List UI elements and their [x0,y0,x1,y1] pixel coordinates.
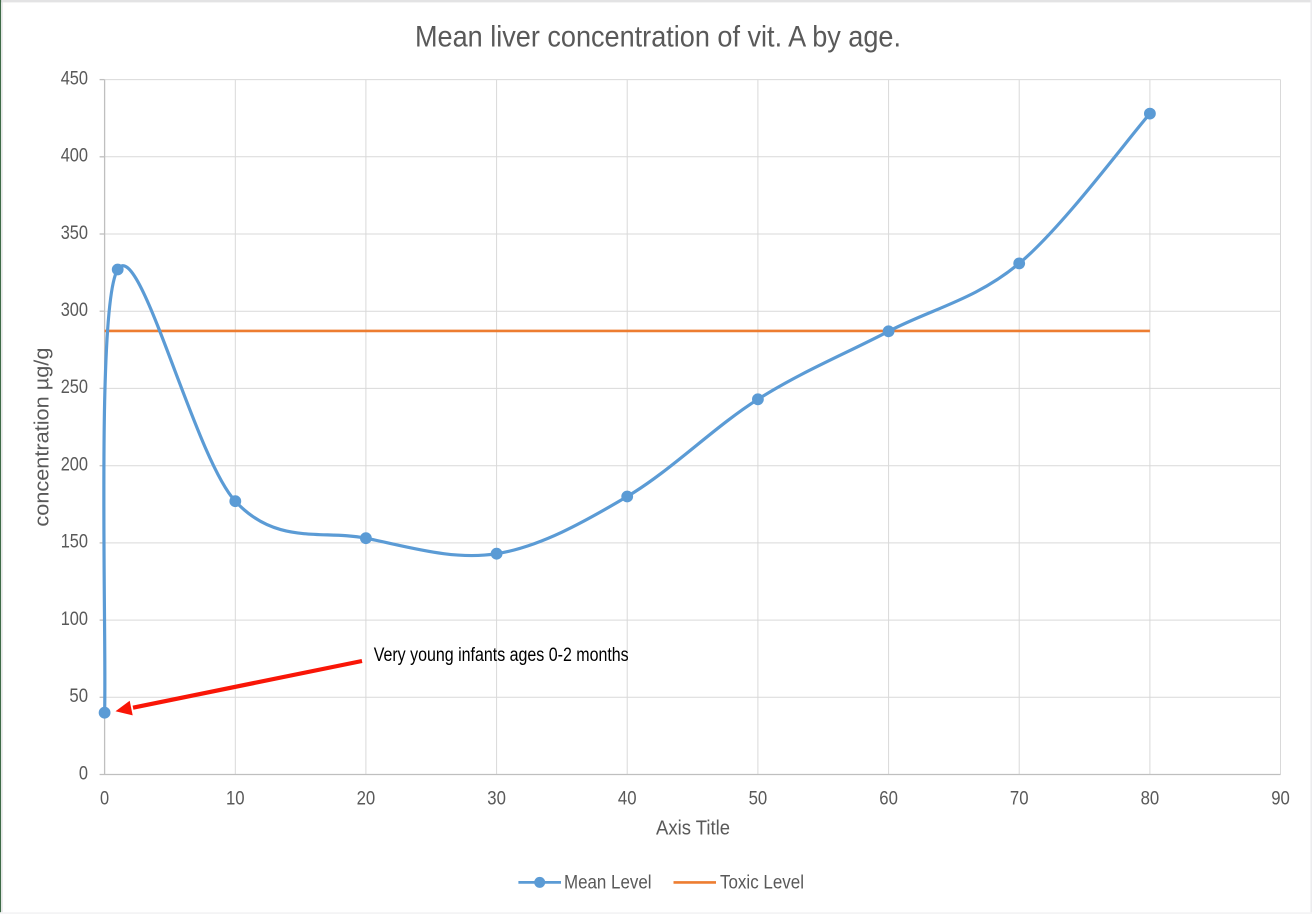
svg-text:100: 100 [61,609,88,630]
svg-text:0: 0 [79,763,88,784]
svg-text:50: 50 [749,788,768,809]
svg-text:30: 30 [487,788,506,809]
svg-text:Mean liver concentration of vi: Mean liver concentration of vit. A by ag… [415,20,901,53]
svg-text:200: 200 [61,455,88,476]
svg-text:40: 40 [618,788,637,809]
svg-text:350: 350 [61,223,88,244]
svg-text:Mean Level: Mean Level [564,873,652,894]
svg-text:50: 50 [69,686,88,707]
svg-text:10: 10 [226,788,245,809]
svg-text:70: 70 [1010,788,1029,809]
svg-text:80: 80 [1141,788,1160,809]
svg-text:450: 450 [61,68,88,89]
svg-text:Axis Title: Axis Title [656,818,730,840]
svg-text:concentration µg/g: concentration µg/g [32,348,54,527]
svg-text:400: 400 [61,146,88,167]
svg-text:Very young infants ages 0-2 mo: Very young infants ages 0-2 months [374,645,629,666]
svg-text:250: 250 [61,377,88,398]
svg-text:20: 20 [357,788,376,809]
svg-text:0: 0 [100,788,109,809]
svg-text:90: 90 [1271,788,1290,809]
svg-text:150: 150 [61,532,88,553]
svg-text:60: 60 [879,788,898,809]
svg-text:300: 300 [61,300,88,321]
svg-text:Toxic Level: Toxic Level [720,873,804,894]
